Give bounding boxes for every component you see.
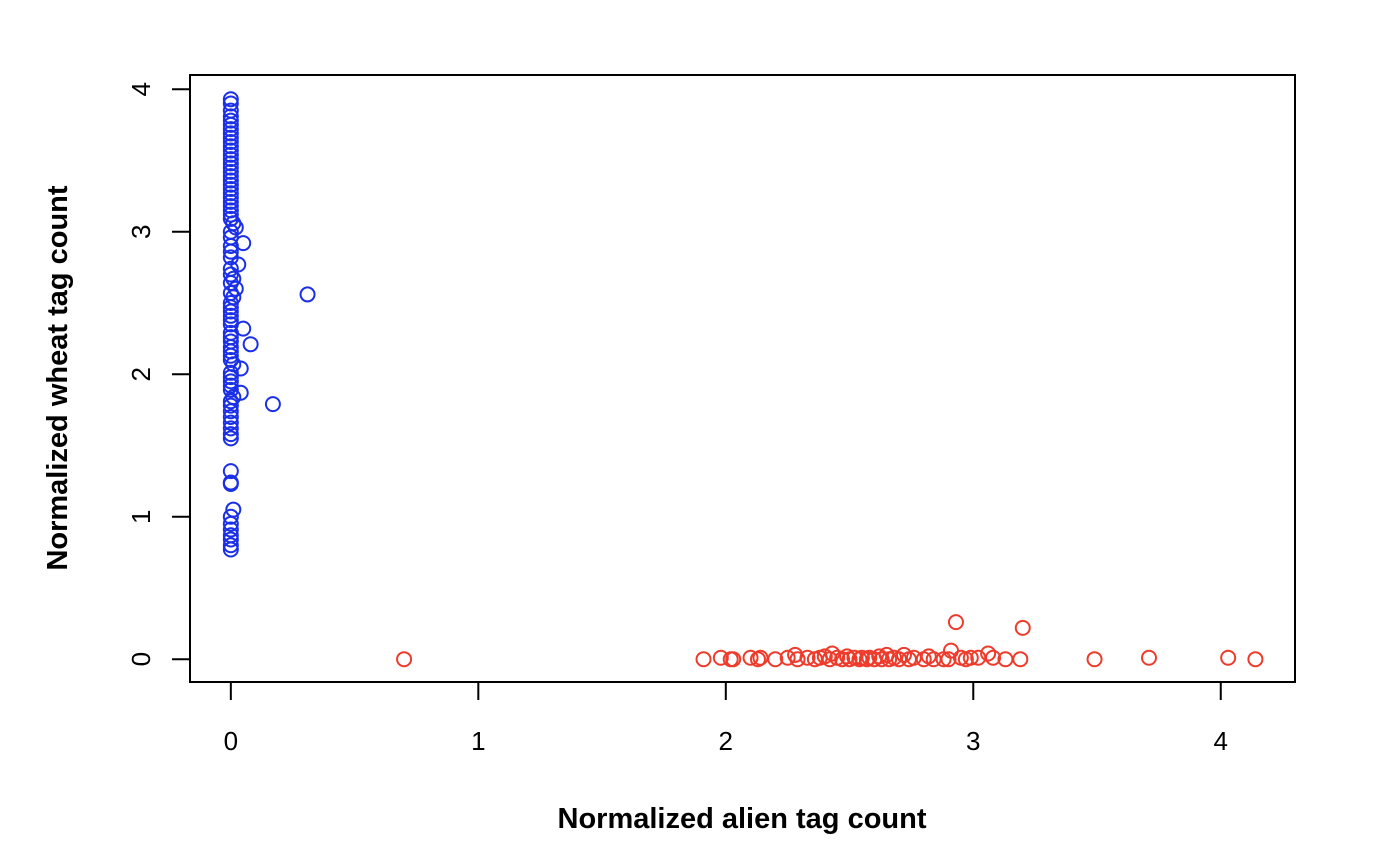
data-point-series-1: [222, 142, 239, 159]
x-axis-title: Normalized alien tag count: [558, 803, 927, 835]
data-point-series-1: [222, 420, 239, 437]
data-point-series-1: [264, 396, 281, 413]
data-point-series-1: [222, 307, 239, 324]
y-axis-title: Normalized wheat tag count: [42, 185, 74, 570]
data-point-series-2: [962, 649, 979, 666]
data-point-series-1: [222, 312, 239, 329]
data-point-series-2: [396, 651, 413, 668]
data-point-series-1: [222, 125, 239, 142]
data-point-series-2: [943, 642, 960, 659]
data-point-series-1: [222, 189, 239, 206]
data-point-series-1: [222, 133, 239, 150]
data-point-series-1: [222, 168, 239, 185]
data-point-series-1: [222, 369, 239, 386]
data-point-series-2: [940, 651, 957, 668]
y-tick-label: 4: [126, 82, 156, 96]
data-point-series-1: [222, 172, 239, 189]
data-point-series-2: [712, 649, 729, 666]
data-point-series-1: [222, 515, 239, 532]
data-point-series-1: [227, 219, 244, 236]
data-point-series-1: [222, 373, 239, 390]
data-point-series-2: [947, 614, 964, 631]
data-point-series-1: [222, 381, 239, 398]
data-point-series-2: [695, 651, 712, 668]
data-point-series-1: [222, 541, 239, 558]
data-points: [222, 91, 1264, 668]
data-point-series-2: [873, 651, 890, 668]
data-point-series-2: [1086, 651, 1103, 668]
data-point-series-1: [222, 129, 239, 146]
data-point-series-2: [789, 651, 806, 668]
data-point-series-1: [222, 364, 239, 381]
y-tick-label: 1: [126, 509, 156, 523]
data-point-series-1: [222, 151, 239, 168]
data-point-series-1: [222, 193, 239, 210]
data-point-series-1: [222, 159, 239, 176]
data-point-series-2: [1012, 651, 1029, 668]
y-tick-label: 0: [126, 652, 156, 666]
data-point-series-1: [222, 393, 239, 410]
data-point-series-1: [222, 463, 239, 480]
x-tick-label: 0: [224, 726, 238, 756]
data-point-series-2: [1220, 649, 1237, 666]
data-point-series-2: [895, 646, 912, 663]
data-point-series-1: [222, 426, 239, 443]
data-point-series-1: [222, 237, 239, 254]
data-point-series-1: [222, 185, 239, 202]
data-point-series-1: [222, 303, 239, 320]
data-point-series-2: [742, 649, 759, 666]
data-point-series-1: [222, 108, 239, 125]
data-point-series-1: [222, 146, 239, 163]
data-point-series-1: [222, 397, 239, 414]
data-point-series-1: [222, 91, 239, 108]
data-point-series-1: [222, 347, 239, 364]
data-point-series-1: [222, 95, 239, 112]
data-point-series-1: [222, 138, 239, 155]
data-point-series-2: [1014, 619, 1031, 636]
data-point-series-1: [232, 360, 249, 377]
data-point-series-1: [222, 531, 239, 548]
data-point-series-1: [299, 286, 316, 303]
data-point-series-1: [222, 121, 239, 138]
data-point-series-1: [222, 294, 239, 311]
data-point-series-2: [985, 649, 1002, 666]
data-point-series-2: [767, 651, 784, 668]
data-point-series-1: [222, 537, 239, 554]
data-point-series-2: [779, 649, 796, 666]
x-tick-label: 1: [471, 726, 485, 756]
data-point-series-1: [222, 508, 239, 525]
data-point-series-2: [1140, 649, 1157, 666]
data-point-series-1: [222, 155, 239, 172]
data-point-series-1: [222, 176, 239, 193]
data-point-series-1: [222, 299, 239, 316]
data-point-series-1: [227, 280, 244, 297]
data-point-series-1: [222, 475, 239, 492]
x-tick-label: 2: [719, 726, 733, 756]
data-point-series-2: [725, 651, 742, 668]
data-point-series-1: [222, 116, 239, 133]
data-point-series-1: [222, 403, 239, 420]
y-axis: 0 1 2 3 4: [126, 82, 191, 666]
x-axis: 0 1 2 3 4: [224, 681, 1228, 756]
data-point-series-2: [980, 645, 997, 662]
data-point-series-1: [222, 414, 239, 431]
data-point-series-1: [222, 180, 239, 197]
data-point-series-1: [222, 112, 239, 129]
data-point-series-2: [1247, 651, 1264, 668]
y-tick-label: 2: [126, 367, 156, 381]
data-point-series-1: [222, 430, 239, 447]
plot-frame: [189, 74, 1296, 683]
data-point-series-1: [222, 163, 239, 180]
x-tick-label: 3: [966, 726, 980, 756]
data-point-series-1: [222, 339, 239, 356]
data-point-series-2: [799, 649, 816, 666]
data-point-series-1: [222, 198, 239, 215]
data-point-series-1: [222, 408, 239, 425]
y-tick-label: 3: [126, 225, 156, 239]
data-point-series-1: [222, 521, 239, 538]
data-point-series-1: [222, 243, 239, 260]
data-point-series-1: [242, 336, 259, 353]
x-tick-label: 4: [1214, 726, 1228, 756]
